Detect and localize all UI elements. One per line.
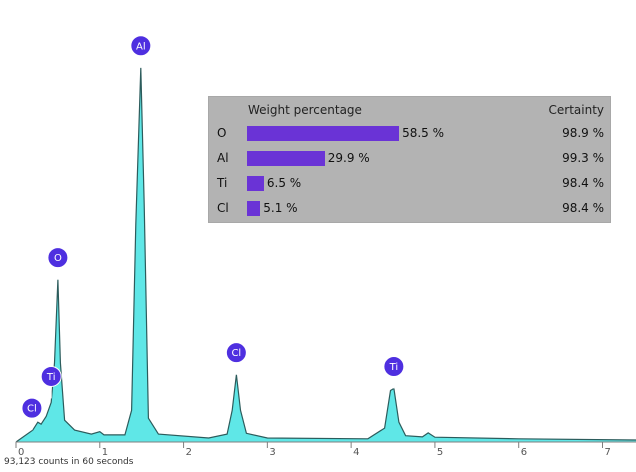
spectrum-area — [16, 67, 636, 443]
element-symbol: Al — [217, 151, 229, 165]
weight-bar — [247, 151, 325, 166]
peak-marker: Cl — [225, 342, 247, 375]
weight-bar — [247, 126, 400, 141]
x-tick-label: 1 — [102, 447, 108, 458]
peak-marker-badge — [225, 342, 247, 364]
weight-percentage-panel: Weight percentage Certainty O 58.5 % 98.… — [208, 96, 611, 223]
x-tick-label: 0 — [18, 447, 24, 458]
element-symbol: Cl — [217, 201, 229, 215]
weight-row: Al 29.9 % 99.3 % — [209, 148, 610, 168]
counts-readout: 93,123 counts in 60 seconds — [4, 457, 134, 467]
peak-marker: Cl — [21, 397, 43, 431]
weight-value: 5.1 % — [263, 201, 298, 215]
x-tick-label: 3 — [269, 447, 275, 458]
element-symbol: O — [217, 126, 227, 140]
peak-marker-badge — [40, 365, 62, 387]
x-tick-label: 7 — [604, 447, 610, 458]
peak-marker-label: Ti — [389, 362, 399, 373]
x-tick-label: 5 — [437, 447, 443, 458]
peak-marker-label: Cl — [231, 348, 241, 359]
weight-bar — [247, 201, 261, 216]
x-tick-label: 4 — [353, 447, 359, 458]
peak-marker-badge — [130, 35, 152, 57]
weight-value: 6.5 % — [266, 176, 302, 190]
peak-marker-badge — [47, 247, 69, 269]
certainty-header: Certainty — [548, 103, 605, 117]
peak-marker-label: O — [54, 253, 62, 264]
peak-marker-label: Ti — [46, 372, 56, 383]
certainty-value: 98.9 % — [562, 126, 604, 140]
certainty-value: 98.4 % — [562, 201, 604, 215]
weight-value: 29.9 % — [327, 151, 370, 165]
peak-marker-label: Al — [136, 41, 146, 52]
peak-marker: Ti — [40, 365, 62, 399]
peak-marker-label: Cl — [27, 404, 37, 415]
spectrum-line — [15, 67, 636, 443]
peak-marker: Ti — [383, 356, 405, 389]
peak-marker-badge — [21, 397, 43, 419]
weight-row: Cl 5.1 % 98.4 % — [209, 198, 610, 218]
weight-percentage-header: Weight percentage — [248, 103, 362, 117]
peak-marker-badge — [383, 356, 405, 378]
weight-row: Ti 6.5 % 98.4 % — [209, 173, 610, 193]
certainty-value: 98.4 % — [562, 176, 604, 190]
certainty-value: 99.3 % — [562, 151, 604, 165]
peak-marker: Al — [130, 35, 152, 68]
peak-marker: O — [47, 247, 69, 280]
x-tick-label: 6 — [521, 447, 527, 458]
weight-row: O 58.5 % 98.9 % — [209, 123, 610, 143]
weight-bar — [247, 176, 264, 191]
weight-value: 58.5 % — [402, 126, 445, 140]
element-symbol: Ti — [217, 176, 228, 190]
x-tick-label: 2 — [186, 447, 192, 458]
